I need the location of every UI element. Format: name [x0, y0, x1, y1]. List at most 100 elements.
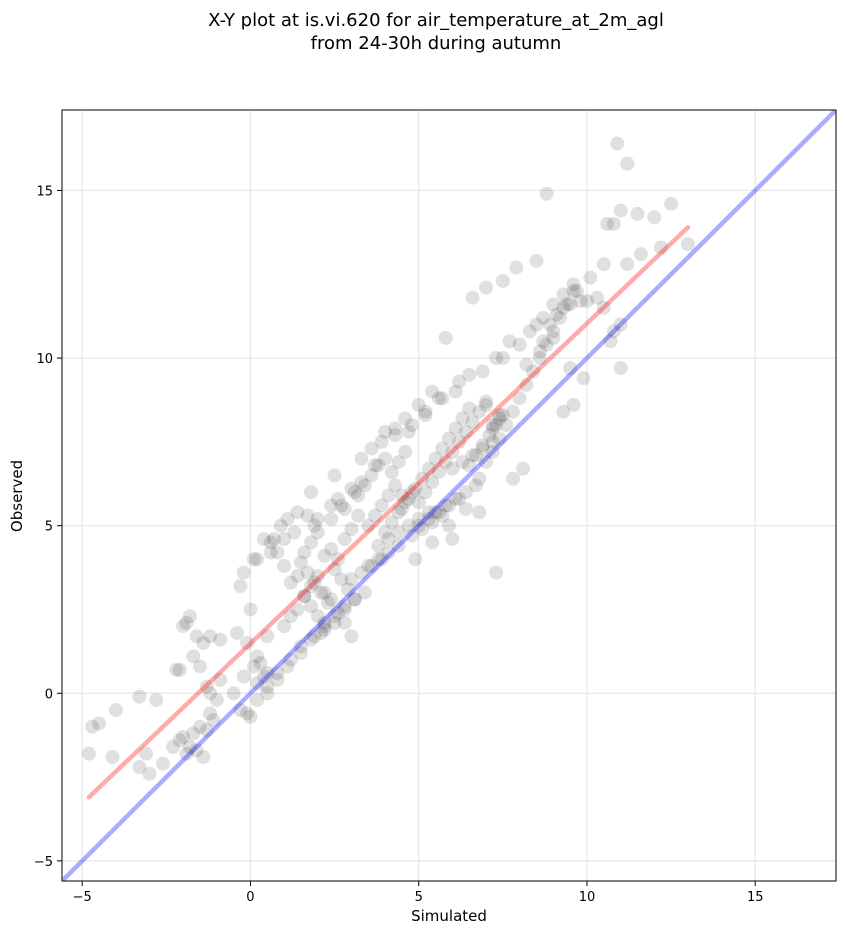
data-point [546, 324, 561, 339]
data-point [347, 592, 362, 607]
data-point [516, 461, 531, 476]
y-tick-label: 0 [45, 687, 53, 702]
data-point [462, 401, 477, 416]
data-point [553, 310, 568, 325]
data-point [529, 317, 544, 332]
data-point [431, 505, 446, 520]
data-point [479, 397, 494, 412]
data-point [495, 273, 510, 288]
data-point [229, 625, 244, 640]
data-point [438, 498, 453, 513]
data-point [563, 297, 578, 312]
data-point [485, 421, 500, 436]
data-point [442, 498, 456, 513]
data-point [583, 270, 598, 285]
data-point [310, 609, 325, 624]
data-point [465, 290, 480, 305]
data-point [458, 424, 473, 439]
data-point [304, 599, 319, 614]
data-point [425, 535, 440, 550]
data-point [334, 498, 349, 513]
data-point [367, 458, 382, 473]
data-point [442, 431, 456, 446]
data-point [330, 552, 345, 567]
y-tick-label: −5 [34, 855, 53, 870]
data-point [179, 746, 194, 761]
data-point [283, 575, 298, 590]
data-point [85, 719, 100, 734]
y-axis-label: Observed [8, 460, 26, 532]
data-point [505, 471, 520, 486]
data-point [304, 632, 319, 647]
data-point [233, 703, 248, 718]
data-point [310, 525, 325, 540]
data-point [297, 589, 312, 604]
x-axis-label: Simulated [411, 907, 487, 925]
data-point [270, 545, 285, 560]
data-point [411, 518, 426, 533]
data-point [293, 646, 308, 661]
data-point [327, 468, 342, 483]
plot-frame [61, 109, 837, 882]
data-point [307, 575, 322, 590]
data-point [341, 582, 356, 597]
data-point [425, 475, 440, 490]
data-point [489, 351, 504, 366]
x-axis-ticks: −5 0 5 10 15 [73, 881, 764, 905]
data-point [361, 518, 376, 533]
data-point [203, 629, 218, 644]
data-point [606, 324, 621, 339]
data-point [421, 511, 436, 526]
data-point [445, 532, 460, 547]
data-point [445, 461, 460, 476]
data-point [556, 287, 571, 302]
data-point [381, 488, 396, 503]
data-point [378, 451, 393, 466]
data-point [250, 552, 265, 567]
data-point [479, 394, 494, 409]
fit-line [86, 225, 691, 800]
data-point [445, 444, 460, 459]
data-point [357, 478, 372, 493]
data-point [92, 716, 107, 731]
data-point [489, 418, 504, 433]
data-point [526, 364, 541, 379]
data-point [240, 635, 255, 650]
data-point [411, 511, 426, 526]
data-point [398, 411, 413, 426]
data-point [192, 719, 207, 734]
data-point [263, 535, 278, 550]
data-point [213, 632, 228, 647]
data-point [199, 723, 214, 738]
chart-title-line-2: from 24-30h during autumn [311, 33, 562, 54]
data-point [347, 485, 362, 500]
data-point [468, 448, 483, 463]
data-point [203, 686, 218, 701]
data-point [452, 374, 467, 389]
data-point [324, 498, 339, 513]
data-point [273, 518, 288, 533]
data-point [330, 605, 345, 620]
data-point [404, 485, 419, 500]
data-point [462, 458, 477, 473]
data-point [260, 679, 275, 694]
data-point [411, 495, 426, 510]
data-point [280, 511, 295, 526]
data-point [277, 619, 292, 634]
data-point [324, 542, 339, 557]
data-point [472, 505, 487, 520]
data-point [132, 760, 147, 775]
data-point [290, 602, 305, 617]
data-point [196, 749, 211, 764]
data-point [314, 585, 329, 600]
data-point [458, 485, 473, 500]
data-point [290, 568, 305, 583]
data-point [415, 522, 430, 537]
data-point [492, 408, 507, 423]
data-point [186, 726, 201, 741]
data-point [431, 465, 446, 480]
data-point [203, 706, 218, 721]
data-point [411, 397, 426, 412]
data-point [549, 307, 564, 322]
